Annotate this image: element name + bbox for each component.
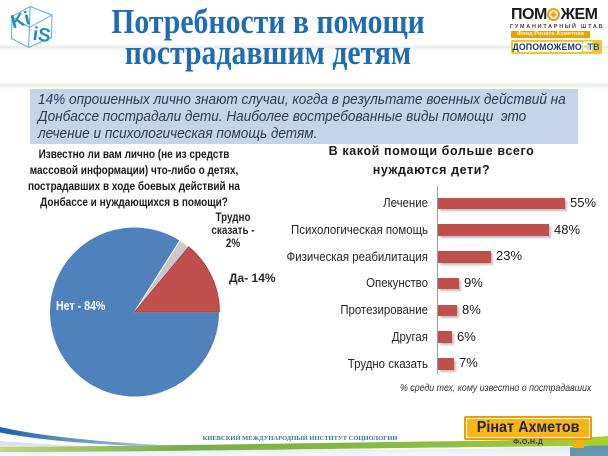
svg-text:iS: iS — [31, 24, 52, 47]
svg-text:Ki: Ki — [9, 8, 33, 33]
